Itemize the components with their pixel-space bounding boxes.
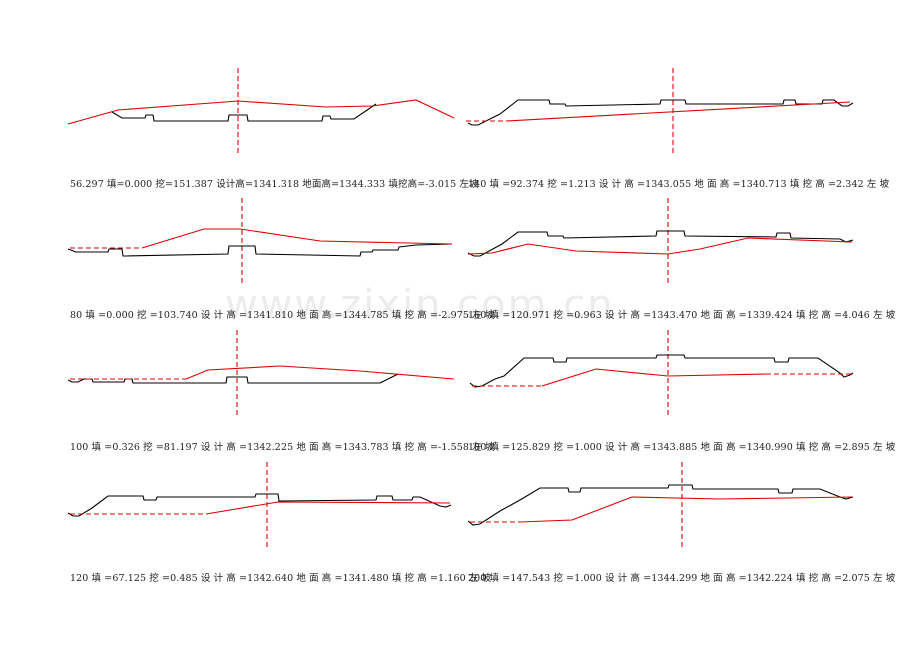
ground-line [205, 501, 451, 515]
design-profile [467, 230, 854, 257]
watermark-text: www.zixin.com.cn [225, 282, 615, 328]
section-4-caption: 160 填 =120.971 挖 =0.963 设 计 高 =1343.470 … [468, 310, 896, 321]
ground-line [467, 237, 853, 255]
design-profile [67, 493, 452, 517]
section-1-caption: 56.297 填=0.000 挖=151.387 设计高=1341.318 地面… [70, 179, 479, 190]
design-profile [67, 243, 453, 257]
ground-line [141, 228, 453, 249]
section-1-drawing [67, 68, 455, 156]
ground-line [519, 496, 853, 523]
section-4-drawing [467, 198, 854, 286]
section-3-drawing [67, 198, 453, 286]
ground-line [505, 101, 851, 122]
design-profile [467, 484, 854, 526]
design-profile [111, 103, 377, 122]
section-2-caption: 140 填 =92.374 挖 =1.213 设 计 高 =1343.055 地… [468, 179, 890, 190]
design-profile [467, 99, 854, 126]
ground-line [185, 365, 455, 380]
section-8-drawing [467, 462, 854, 550]
section-7-caption: 120 填 =67.125 挖 =0.485 设 计 高 =1342.640 地… [70, 573, 492, 584]
section-5-drawing [67, 330, 455, 418]
ground-line [67, 99, 455, 125]
section-5-caption: 100 填 =0.326 挖 =81.197 设 计 高 =1342.225 地… [70, 442, 495, 453]
design-profile [469, 354, 854, 388]
section-6-drawing [469, 330, 854, 418]
ground-line [541, 368, 767, 387]
section-7-drawing [67, 462, 452, 550]
design-profile [67, 373, 399, 384]
section-2-drawing [466, 68, 854, 156]
section-8-caption: 200 填 =147.543 挖 =1.000 设 计 高 =1344.299 … [468, 573, 896, 584]
section-3-caption: 80 填 =0.000 挖 =103.740 设 计 高 =1341.810 地… [70, 310, 495, 321]
section-6-caption: 180 填 =125.829 挖 =1.000 设 计 高 =1343.885 … [468, 442, 896, 453]
